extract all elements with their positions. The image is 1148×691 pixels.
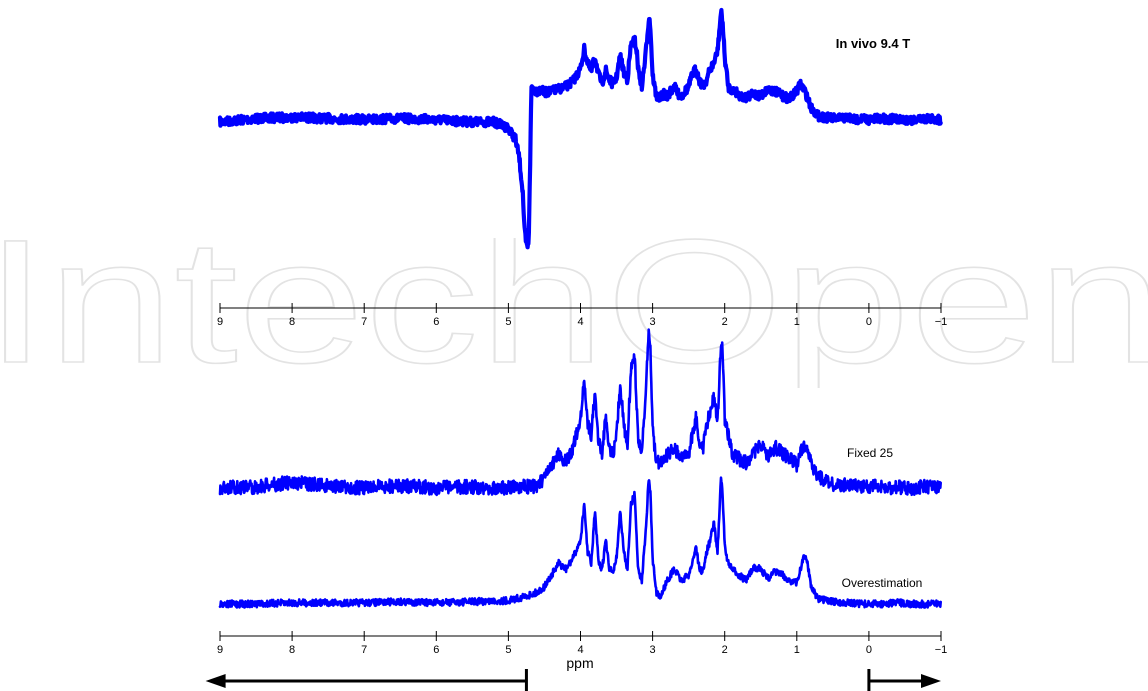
spectrum-trace: [218, 328, 942, 497]
x-tick-label: 4: [577, 644, 583, 656]
x-tick-label: 8: [289, 316, 295, 328]
x-tick-label: 9: [217, 316, 223, 328]
spectrum-trace: [217, 7, 943, 250]
top-spectrum-panel: 9 8 7 6 5 4 3 2 1 0 −1 In vivo 9.4 T: [217, 7, 948, 328]
x-tick-label: −1: [935, 644, 948, 656]
series-annotation-overestimation: Overestimation: [842, 576, 923, 590]
x-tick-label: 6: [433, 316, 439, 328]
series-annotation-fixed-25: Fixed 25: [847, 446, 893, 460]
x-tick-label: 0: [866, 644, 872, 656]
x-tick-label: 3: [650, 644, 656, 656]
left-arrowhead: [205, 674, 226, 688]
x-tick-label: 7: [361, 316, 367, 328]
x-axis-label: ppm: [566, 655, 593, 671]
x-tick-label: 2: [722, 316, 728, 328]
x-tick-label: 4: [577, 316, 583, 328]
bottom-spectra-panel: 9 8 7 6 5 4 3 2 1 0 −1 Fixed 25 Overestimation: [217, 328, 948, 656]
right-arrowhead: [921, 674, 941, 688]
x-tick-label: 7: [361, 644, 367, 656]
x-tick-label: 1: [794, 316, 800, 328]
x-tick-label: 0: [866, 316, 872, 328]
x-tick-label: 2: [722, 644, 728, 656]
x-tick-label: 3: [650, 316, 656, 328]
x-tick-label: 5: [505, 316, 511, 328]
spectrum-trace: [218, 476, 942, 609]
x-tick-label: 6: [433, 644, 439, 656]
series-annotation-in-vivo: In vivo 9.4 T: [836, 36, 910, 51]
x-tick-label: −1: [935, 316, 948, 328]
region-arrows: [205, 669, 941, 691]
x-tick-label: 8: [289, 644, 295, 656]
x-tick-label: 5: [505, 644, 511, 656]
x-tick-label: 1: [794, 644, 800, 656]
x-tick-label: 9: [217, 644, 223, 656]
